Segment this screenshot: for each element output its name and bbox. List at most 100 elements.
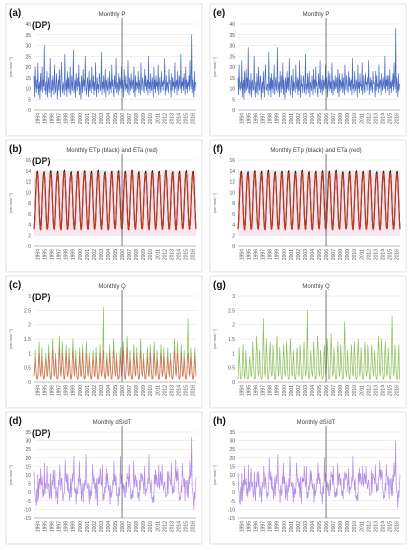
y-tick-label: 30	[229, 44, 235, 50]
y-tick-label: 0	[232, 380, 235, 386]
x-tick-label: 2003	[99, 385, 105, 396]
x-tick-label: 2011	[359, 249, 365, 260]
x-tick-label: 2013	[169, 385, 175, 396]
panel-label: (b)	[9, 144, 22, 155]
y-tick-label: 6	[232, 212, 235, 218]
y-tick-label: 4	[28, 223, 31, 229]
y-tick-label: 4	[232, 223, 235, 229]
y-tick-label: 1	[28, 351, 31, 357]
x-tick-label: 2004	[106, 385, 112, 396]
chart-title: Monthly dS/dT	[297, 420, 336, 426]
x-tick-label: 2012	[366, 385, 372, 396]
y-tick-label: -15	[228, 516, 235, 522]
x-tick-label: 1995	[247, 249, 253, 260]
series-line-1	[237, 309, 400, 380]
y-tick-label: 0	[28, 108, 31, 114]
y-tick-label: 20	[25, 456, 31, 462]
x-tick-label: 1996	[254, 113, 260, 124]
panel-tag: (DP)	[32, 156, 51, 166]
series-line-2	[33, 171, 197, 231]
x-tick-label: 2005	[113, 521, 119, 532]
x-tick-label: 2015	[183, 113, 189, 124]
x-tick-label: 2001	[85, 113, 91, 124]
y-axis-label: (cm mon⁻¹)	[212, 464, 217, 485]
x-tick-label: 2006	[120, 249, 126, 260]
x-tick-label: 2007	[127, 113, 133, 124]
x-tick-label: 2016	[394, 249, 400, 260]
x-tick-label: 2009	[345, 249, 351, 260]
panel-h: (h) Monthly dS/dT -15 -10 -5 0 5 10 15 20 25 30 35 (c…	[209, 411, 407, 545]
x-tick-label: 1995	[247, 113, 253, 124]
x-tick-label: 2010	[148, 113, 154, 124]
y-tick-label: 40	[25, 22, 31, 28]
panel-label: (e)	[213, 8, 225, 19]
panel-g: (g) Monthly Q00.511.522.53(cm mon⁻¹)1994 1…	[209, 275, 407, 409]
x-tick-label: 2003	[303, 113, 309, 124]
x-tick-label: 2005	[317, 113, 323, 124]
y-tick-label: 16	[229, 158, 235, 164]
y-tick-label: 16	[25, 158, 31, 164]
x-tick-label: 1997	[261, 385, 267, 396]
x-tick-label: 2002	[296, 249, 302, 260]
x-tick-label: 2011	[155, 249, 161, 260]
y-tick-label: 25	[229, 447, 235, 453]
y-tick-label: 25	[229, 54, 235, 60]
series-line-1	[237, 27, 400, 100]
x-tick-label: 2006	[120, 521, 126, 532]
x-tick-label: 2003	[99, 249, 105, 260]
y-tick-label: 0.5	[228, 366, 235, 372]
x-tick-label: 2008	[134, 521, 140, 532]
x-tick-label: 2015	[387, 113, 393, 124]
x-tick-label: 2007	[331, 113, 337, 124]
x-tick-label: 2009	[345, 521, 351, 532]
x-tick-label: 2009	[141, 249, 147, 260]
x-tick-label: 1994	[240, 385, 246, 396]
chart-title: Monthly P	[99, 12, 126, 18]
x-tick-label: 2001	[289, 249, 295, 260]
panel-tag: (DP)	[32, 292, 51, 302]
x-tick-label: 2009	[345, 385, 351, 396]
x-tick-label: 2002	[296, 521, 302, 532]
x-tick-label: 2003	[99, 521, 105, 532]
y-tick-label: 20	[229, 456, 235, 462]
x-tick-label: 2004	[106, 249, 112, 260]
y-tick-label: 5	[28, 97, 31, 103]
y-tick-label: 10	[229, 87, 235, 93]
x-tick-label: 2007	[127, 521, 133, 532]
x-tick-label: 1997	[57, 521, 63, 532]
x-tick-label: 2008	[134, 249, 140, 260]
y-tick-label: 2	[28, 323, 31, 329]
x-tick-label: 2016	[394, 521, 400, 532]
y-tick-label: 2	[232, 323, 235, 329]
x-tick-label: 1996	[50, 249, 56, 260]
chart-title: Monthly ETp (black) and ETa (red)	[66, 148, 157, 154]
x-tick-label: 2011	[155, 521, 161, 532]
y-tick-label: 0	[232, 490, 235, 496]
x-tick-label: 2010	[352, 521, 358, 532]
x-tick-label: 2000	[78, 521, 84, 532]
x-tick-label: 2008	[338, 113, 344, 124]
y-tick-label: 1.5	[228, 337, 235, 343]
x-tick-label: 2004	[106, 521, 112, 532]
y-axis-label: (cm mon⁻¹)	[212, 328, 217, 349]
x-tick-label: 1994	[240, 521, 246, 532]
y-tick-label: 40	[229, 22, 235, 28]
x-tick-label: 2005	[317, 385, 323, 396]
x-tick-label: 2016	[394, 385, 400, 396]
x-tick-label: 1998	[64, 385, 70, 396]
x-tick-label: 2012	[366, 521, 372, 532]
x-tick-label: 2001	[85, 521, 91, 532]
y-tick-label: 30	[25, 439, 31, 445]
x-tick-label: 2004	[310, 249, 316, 260]
series-line-2	[237, 171, 401, 231]
x-tick-label: 1997	[261, 249, 267, 260]
x-tick-label: 1995	[43, 521, 49, 532]
x-tick-label: 2013	[373, 521, 379, 532]
y-tick-label: -10	[228, 507, 235, 513]
y-tick-label: 2.5	[228, 308, 235, 314]
y-tick-label: -5	[27, 499, 32, 505]
x-tick-label: 1999	[275, 249, 281, 260]
x-tick-label: 2012	[366, 249, 372, 260]
y-tick-label: 1.5	[24, 337, 31, 343]
x-tick-label: 2003	[99, 113, 105, 124]
